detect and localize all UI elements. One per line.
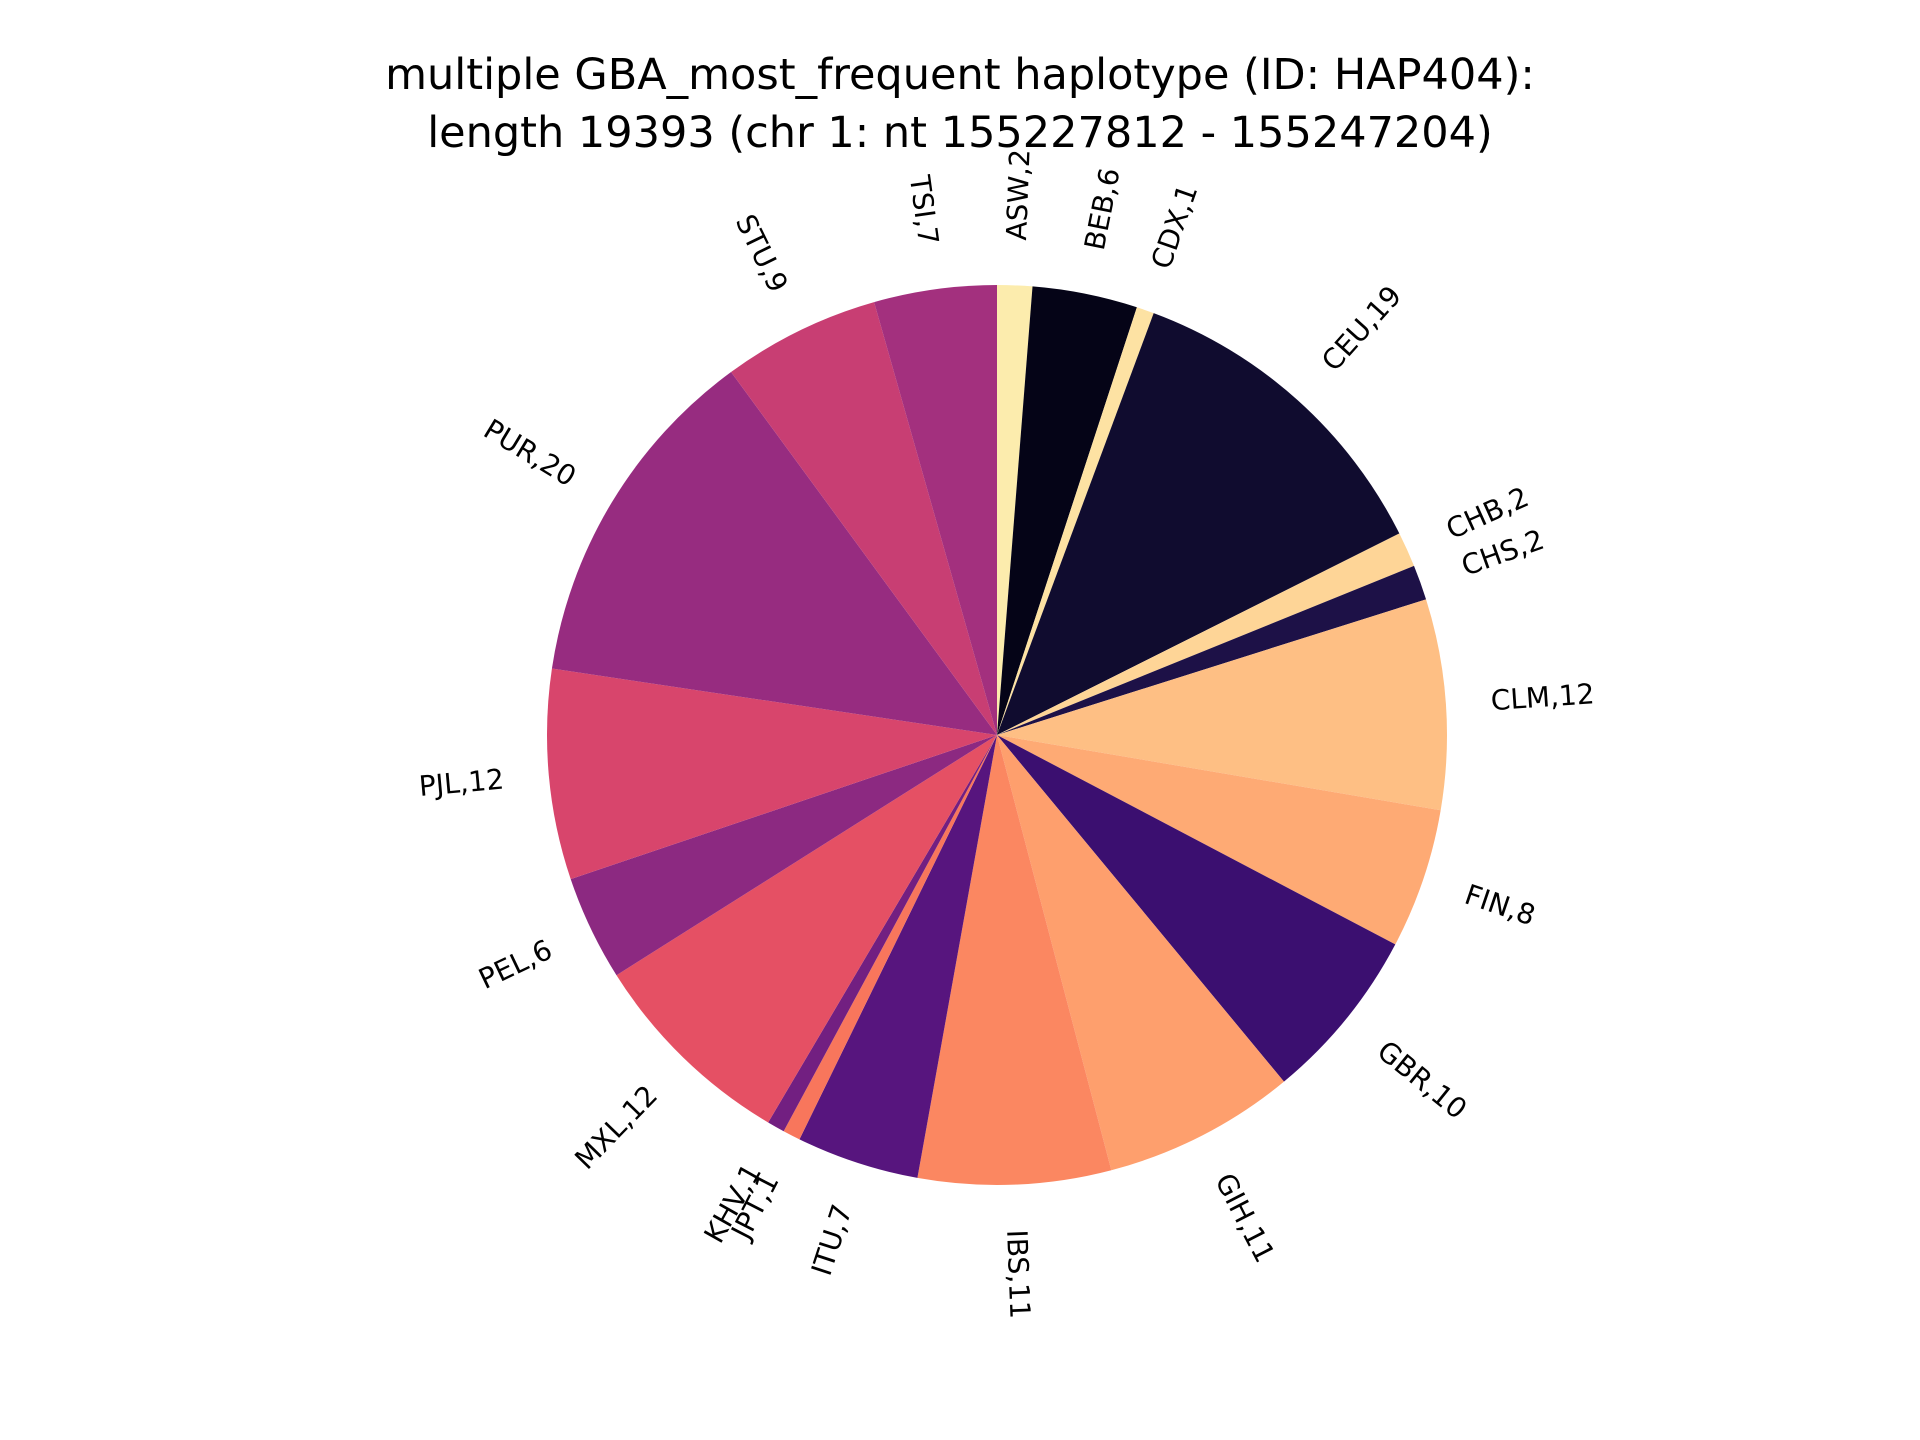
pie-slice-mxl [616, 735, 997, 1123]
pie-slice-jpt [783, 735, 997, 1140]
slice-label-tsi: TSI,7 [903, 172, 945, 247]
slice-label-cdx: CDX,1 [1145, 180, 1205, 273]
slice-label-pur: PUR,20 [478, 413, 582, 494]
pie-slice-asw [997, 285, 1033, 735]
slice-label-stu: STU,9 [729, 209, 795, 297]
pie-slice-khv [768, 735, 997, 1132]
slice-label-fin: FIN,8 [1461, 878, 1540, 932]
slice-label-clm: CLM,12 [1490, 677, 1596, 717]
pie-slice-itu [799, 735, 997, 1178]
slice-label-beb: BEB,6 [1078, 165, 1127, 253]
pie-slice-ceu [997, 313, 1400, 735]
pie-slice-pel [570, 735, 997, 976]
pie-slices [546, 285, 1448, 1185]
pie-slice-stu [731, 302, 997, 735]
slice-label-gih: GIH,11 [1208, 1168, 1281, 1268]
slice-label-ibs: IBS,11 [1000, 1229, 1036, 1320]
pie-slice-clm [997, 599, 1448, 811]
pie-slice-ibs [917, 735, 1112, 1185]
slice-label-asw: ASW,2 [1000, 148, 1037, 241]
slice-label-gbr: GBR,10 [1371, 1034, 1473, 1126]
chart-title-line-1: multiple GBA_most_frequent haplotype (ID… [385, 50, 1535, 100]
pie-slice-cdx [997, 307, 1154, 735]
pie-slice-beb [997, 286, 1137, 735]
pie-slice-chb [997, 533, 1415, 735]
pie-slice-fin [997, 735, 1441, 945]
pie-slice-pjl [546, 668, 997, 880]
slice-label-pjl: PJL,12 [418, 763, 506, 803]
pie-slice-gbr [997, 735, 1396, 1082]
slice-label-itu: ITU,7 [805, 1200, 859, 1279]
pie-slice-gih [997, 735, 1284, 1171]
slice-label-mxl: MXL,12 [568, 1079, 664, 1176]
pie-slice-tsi [874, 285, 997, 735]
pie-slice-pur [551, 371, 997, 735]
slice-label-ceu: CEU,19 [1315, 279, 1408, 377]
chart-title-line-2: length 19393 (chr 1: nt 155227812 - 1552… [427, 108, 1493, 158]
pie-slice-chs [997, 565, 1427, 735]
slice-label-pel: PEL,6 [474, 933, 558, 996]
